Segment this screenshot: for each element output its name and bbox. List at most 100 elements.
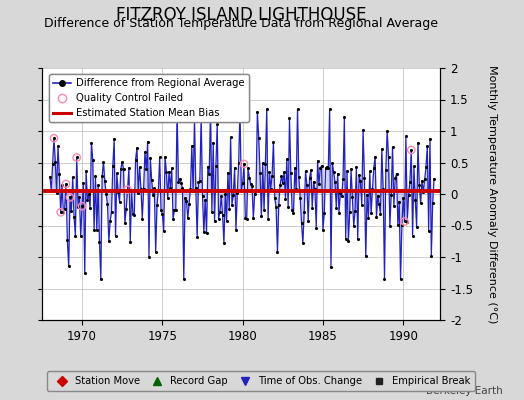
Point — [241, 214, 249, 221]
Point — [414, 140, 422, 146]
Point — [360, 174, 368, 181]
Point — [291, 164, 299, 171]
Point — [102, 191, 111, 197]
Point — [285, 115, 293, 122]
Point — [368, 186, 377, 192]
Point — [369, 165, 378, 172]
Point — [183, 215, 192, 222]
Point — [50, 135, 58, 142]
Point — [220, 240, 228, 246]
Point — [287, 170, 295, 176]
Point — [219, 211, 227, 218]
Point — [51, 159, 60, 165]
Point — [249, 215, 257, 222]
Point — [277, 173, 286, 180]
Point — [99, 158, 107, 165]
Point — [126, 239, 135, 245]
Point — [54, 143, 62, 149]
Point — [105, 238, 113, 244]
Point — [78, 203, 86, 210]
Point — [384, 154, 392, 160]
Point — [378, 146, 386, 152]
Point — [305, 174, 314, 181]
Point — [323, 164, 331, 170]
Point — [83, 196, 92, 203]
Point — [337, 193, 346, 200]
Point — [101, 178, 109, 184]
Point — [403, 219, 411, 225]
Point — [113, 170, 121, 177]
Point — [231, 164, 239, 171]
Point — [260, 207, 268, 214]
Point — [272, 204, 280, 211]
Point — [418, 178, 426, 184]
Point — [156, 154, 164, 160]
Point — [380, 276, 389, 282]
Point — [257, 213, 266, 220]
Point — [282, 156, 291, 162]
Point — [324, 165, 333, 171]
Point — [82, 168, 90, 174]
Point — [117, 166, 125, 172]
Point — [288, 207, 297, 214]
Point — [66, 194, 74, 200]
Point — [67, 208, 75, 214]
Point — [158, 210, 167, 217]
Point — [281, 196, 290, 202]
Point — [57, 209, 65, 216]
Point — [280, 169, 288, 175]
Point — [407, 147, 416, 153]
Point — [146, 155, 155, 161]
Point — [62, 181, 70, 187]
Point — [303, 182, 311, 188]
Point — [395, 199, 403, 205]
Point — [269, 139, 278, 145]
Point — [173, 106, 181, 112]
Point — [250, 190, 259, 197]
Point — [182, 197, 191, 204]
Legend: Difference from Regional Average, Quality Control Failed, Estimated Station Mean: Difference from Regional Average, Qualit… — [49, 74, 248, 122]
Point — [419, 189, 428, 196]
Point — [245, 174, 254, 181]
Point — [396, 276, 405, 282]
Point — [375, 201, 384, 208]
Point — [169, 216, 177, 222]
Point — [64, 263, 73, 270]
Point — [52, 190, 61, 196]
Point — [134, 190, 143, 196]
Point — [253, 109, 261, 115]
Point — [180, 276, 188, 282]
Point — [87, 140, 95, 146]
Point — [110, 136, 118, 142]
Point — [59, 209, 68, 215]
Point — [70, 213, 78, 220]
Point — [84, 191, 93, 198]
Point — [62, 181, 70, 187]
Point — [57, 209, 65, 216]
Point — [78, 203, 86, 210]
Point — [293, 106, 302, 112]
Point — [94, 182, 102, 188]
Point — [276, 182, 285, 188]
Point — [372, 214, 380, 220]
Point — [135, 164, 144, 170]
Point — [244, 165, 252, 171]
Point — [72, 154, 81, 161]
Point — [327, 264, 335, 270]
Point — [60, 206, 69, 212]
Point — [125, 165, 133, 171]
Point — [318, 162, 326, 169]
Point — [374, 192, 382, 199]
Point — [149, 192, 157, 198]
Point — [243, 216, 251, 222]
Point — [301, 168, 310, 174]
Point — [333, 171, 342, 177]
Point — [177, 179, 185, 186]
Point — [415, 182, 423, 188]
Point — [339, 176, 347, 182]
Point — [170, 206, 179, 213]
Point — [344, 238, 353, 244]
Point — [69, 174, 77, 180]
Point — [315, 181, 323, 188]
Point — [86, 205, 94, 211]
